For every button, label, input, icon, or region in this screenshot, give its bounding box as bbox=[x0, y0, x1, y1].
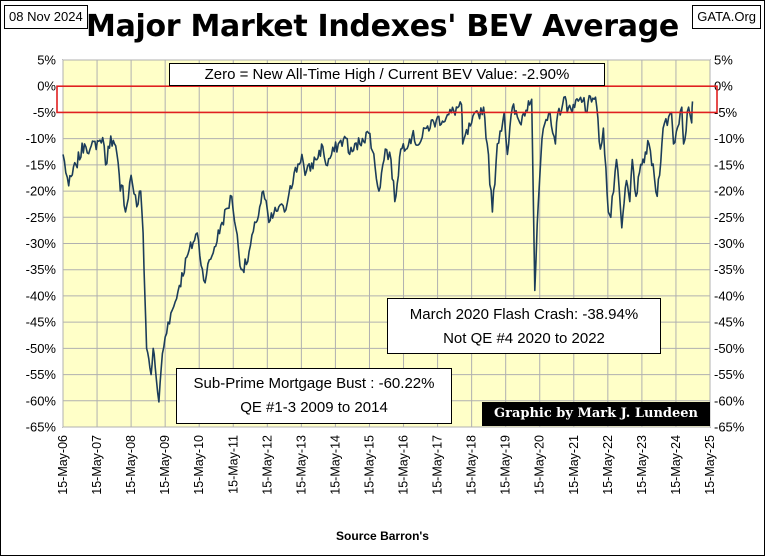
subprime-annotation: Sub-Prime Mortgage Bust : -60.22% QE #1-… bbox=[176, 368, 452, 424]
y-tick-label-left: -60% bbox=[26, 393, 57, 408]
x-tick-label: 15-May-17 bbox=[431, 435, 445, 495]
x-tick-label: 15-May-07 bbox=[90, 435, 104, 495]
x-tick-label: 15-May-25 bbox=[703, 435, 717, 495]
y-tick-label-left: -35% bbox=[26, 262, 57, 277]
y-tick-label-right: -55% bbox=[714, 367, 745, 382]
y-tick-label-left: -65% bbox=[26, 420, 57, 435]
source-label: GATA.Org bbox=[692, 5, 761, 29]
x-tick-label: 15-May-19 bbox=[499, 435, 513, 495]
x-tick-label: 15-May-22 bbox=[601, 435, 615, 495]
y-tick-label-right: -30% bbox=[714, 236, 745, 251]
y-tick-label-right: -50% bbox=[714, 341, 745, 356]
y-tick-label-left: -40% bbox=[26, 288, 57, 303]
chart-title: Major Market Indexes' BEV Average bbox=[86, 9, 679, 44]
zero-annotation: Zero = New All-Time High / Current BEV V… bbox=[169, 63, 605, 86]
y-tick-label-left: -45% bbox=[26, 315, 57, 330]
x-tick-label: 15-May-11 bbox=[226, 435, 240, 494]
y-tick-label-right: -20% bbox=[714, 184, 745, 199]
subprime-annotation-line2: QE #1-3 2009 to 2014 bbox=[240, 399, 388, 416]
y-tick-label-left: -15% bbox=[26, 157, 57, 172]
y-tick-label-right: -15% bbox=[714, 157, 745, 172]
x-tick-label: 15-May-09 bbox=[158, 435, 172, 495]
date-label: 08 Nov 2024 bbox=[4, 5, 88, 29]
y-tick-label-right: -60% bbox=[714, 393, 745, 408]
y-tick-label-right: 5% bbox=[714, 53, 733, 68]
x-tick-label: 15-May-08 bbox=[124, 435, 138, 495]
x-tick-label: 15-May-06 bbox=[56, 435, 70, 495]
y-tick-label-left: -10% bbox=[26, 131, 57, 146]
y-tick-label-left: -30% bbox=[26, 236, 57, 251]
y-tick-label-left: -25% bbox=[26, 210, 57, 225]
y-tick-label-left: -20% bbox=[26, 184, 57, 199]
x-tick-label: 15-May-16 bbox=[397, 435, 411, 495]
x-tick-label: 15-May-15 bbox=[362, 435, 376, 495]
graphic-credit: Graphic by Mark J. Lundeen bbox=[482, 402, 710, 426]
y-tick-label-left: 5% bbox=[37, 53, 56, 68]
x-tick-label: 15-May-24 bbox=[669, 435, 683, 495]
y-tick-label-right: -35% bbox=[714, 262, 745, 277]
covid-annotation-line1: March 2020 Flash Crash: -38.94% bbox=[409, 306, 639, 323]
y-tick-label-left: -5% bbox=[33, 105, 57, 120]
y-tick-label-left: -55% bbox=[26, 367, 57, 382]
covid-annotation-line2: Not QE #4 2020 to 2022 bbox=[443, 330, 605, 347]
highlight-box bbox=[56, 85, 718, 114]
y-tick-label-left: 0% bbox=[37, 79, 56, 94]
y-axis-ticks: 5% 5% 0% 0% -5% -5% -10% -10% -15% -15% -20% -20% -2… bbox=[26, 53, 745, 435]
y-tick-label-right: -25% bbox=[714, 210, 745, 225]
y-tick-label-right: -10% bbox=[714, 131, 745, 146]
x-tick-label: 15-May-13 bbox=[294, 435, 308, 495]
subprime-annotation-line1: Sub-Prime Mortgage Bust : -60.22% bbox=[193, 375, 435, 392]
x-axis-ticks: 15-May-06 15-May-07 15-May-08 15-May-09 15-M… bbox=[56, 435, 717, 495]
y-tick-label-right: 0% bbox=[714, 79, 733, 94]
x-tick-label: 15-May-21 bbox=[567, 435, 581, 495]
x-axis-label: Source Barron's bbox=[336, 529, 429, 543]
y-tick-label-right: -45% bbox=[714, 315, 745, 330]
bev-series-line bbox=[62, 94, 694, 403]
x-tick-label: 15-May-10 bbox=[192, 435, 206, 495]
covid-crash-annotation: March 2020 Flash Crash: -38.94% Not QE #… bbox=[387, 298, 661, 354]
x-tick-label: 15-May-12 bbox=[260, 435, 274, 495]
y-tick-label-right: -65% bbox=[714, 420, 745, 435]
x-tick-label: 15-May-20 bbox=[533, 435, 547, 495]
x-tick-label: 15-May-23 bbox=[635, 435, 649, 495]
x-tick-label: 15-May-18 bbox=[465, 435, 479, 495]
y-tick-label-left: -50% bbox=[26, 341, 57, 356]
x-tick-label: 15-May-14 bbox=[328, 435, 342, 495]
y-tick-label-right: -5% bbox=[714, 105, 738, 120]
y-tick-label-right: -40% bbox=[714, 288, 745, 303]
